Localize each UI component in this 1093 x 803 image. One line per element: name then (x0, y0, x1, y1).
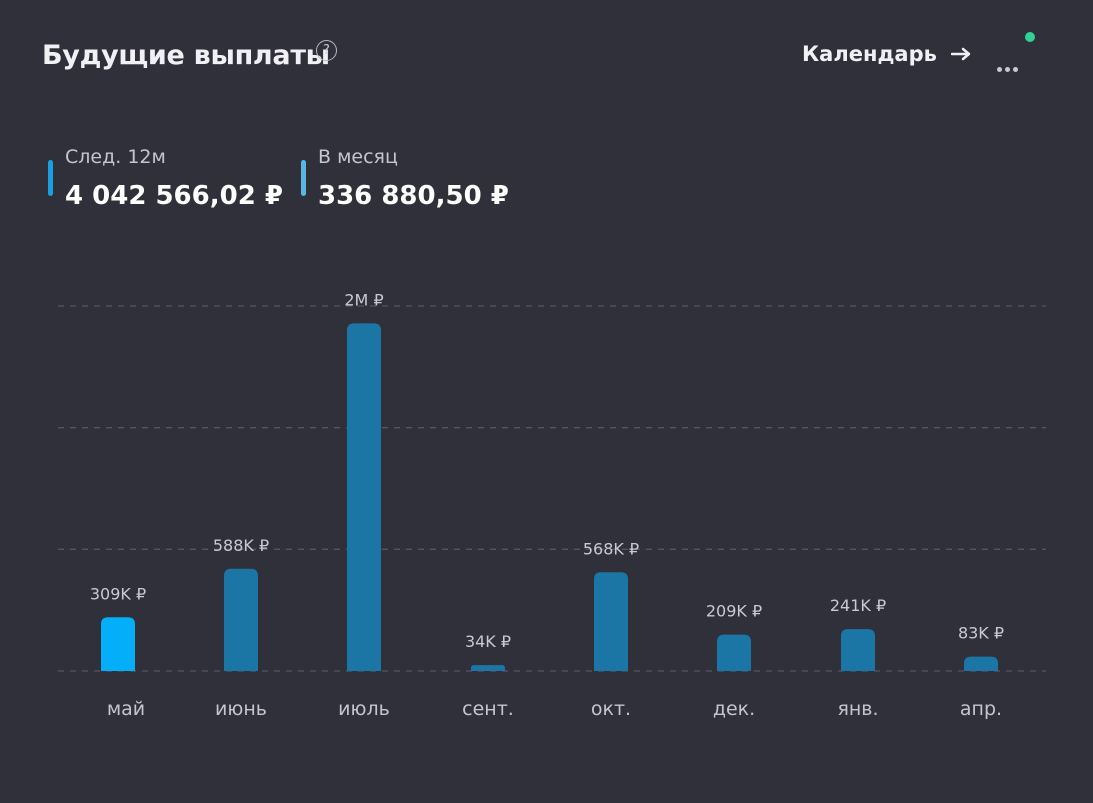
x-tick-label: окт. (591, 698, 631, 720)
chart-bar[interactable] (224, 568, 258, 671)
more-options-button[interactable] (993, 44, 1029, 72)
chart-bar[interactable] (717, 634, 751, 671)
stat-color-mark (301, 160, 306, 196)
widget-title: Будущие выплаты (42, 40, 330, 71)
stat-value: 336 880,50 ₽ (318, 181, 509, 211)
chart-bar[interactable] (347, 323, 381, 671)
stat-label: В месяц (318, 146, 398, 168)
calendar-link[interactable]: Календарь (802, 42, 971, 66)
x-tick-label: дек. (713, 698, 755, 720)
x-tick-label: май (107, 698, 145, 720)
chart-bar[interactable] (841, 629, 875, 671)
bar-data-label: 568K ₽ (583, 539, 639, 558)
status-indicator-dot (1025, 32, 1035, 42)
bar-data-label: 209K ₽ (706, 602, 762, 621)
stat-label: След. 12м (65, 146, 166, 168)
chart-bar[interactable] (471, 665, 505, 671)
calendar-link-label: Календарь (802, 42, 937, 66)
x-tick-label: янв. (837, 698, 878, 720)
chart-bar[interactable] (964, 656, 998, 671)
chart-bar[interactable] (101, 617, 135, 671)
bar-data-label: 34K ₽ (465, 632, 511, 651)
bar-data-label: 241K ₽ (830, 596, 886, 615)
bar-data-label: 309K ₽ (90, 584, 146, 603)
stat-value: 4 042 566,02 ₽ (65, 181, 283, 211)
x-tick-label: апр. (960, 698, 1002, 720)
chart-bar[interactable] (594, 572, 628, 671)
more-dots-icon (997, 57, 1021, 76)
arrow-right-icon (950, 47, 971, 61)
bar-data-label: 2M ₽ (344, 290, 383, 309)
bar-data-label: 588K ₽ (213, 536, 269, 555)
bar-data-label: 83K ₽ (958, 624, 1004, 643)
x-tick-label: сент. (462, 698, 514, 720)
stat-color-mark (48, 160, 53, 196)
x-tick-label: июль (338, 698, 390, 720)
x-tick-label: июнь (215, 698, 267, 720)
question-circle-icon[interactable]: ? (316, 40, 337, 61)
